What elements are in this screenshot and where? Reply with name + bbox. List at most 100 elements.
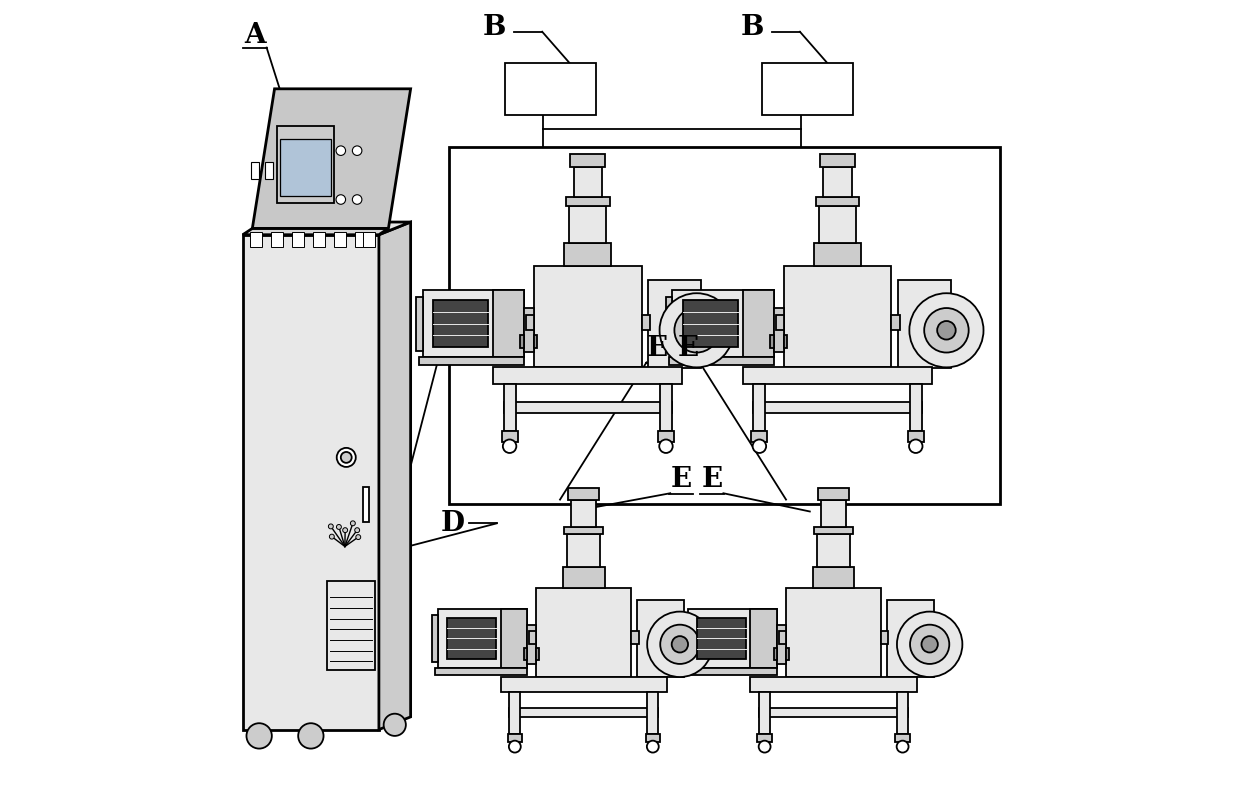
Bar: [932, 620, 939, 653]
Bar: [632, 631, 638, 644]
Bar: [520, 335, 524, 348]
Bar: [313, 232, 325, 247]
Bar: [932, 653, 939, 665]
Circle shape: [909, 293, 984, 367]
Bar: [887, 600, 933, 677]
Circle shape: [503, 439, 517, 453]
Bar: [783, 266, 892, 367]
Bar: [637, 600, 684, 677]
Bar: [685, 668, 777, 676]
Circle shape: [672, 636, 688, 653]
Bar: [958, 307, 974, 344]
Bar: [648, 691, 658, 734]
Bar: [502, 431, 518, 442]
Circle shape: [343, 527, 348, 533]
Bar: [439, 609, 528, 668]
Bar: [493, 290, 524, 357]
Bar: [280, 139, 331, 197]
Bar: [270, 232, 282, 247]
Bar: [688, 609, 777, 668]
Bar: [363, 487, 369, 522]
Bar: [813, 567, 855, 588]
Polygon shape: [243, 222, 410, 235]
Bar: [422, 290, 524, 357]
Bar: [773, 308, 783, 352]
Bar: [783, 335, 787, 348]
Bar: [571, 500, 596, 527]
Text: B: B: [741, 14, 764, 41]
Circle shape: [336, 195, 346, 205]
Bar: [565, 527, 603, 534]
Circle shape: [351, 521, 356, 526]
Bar: [707, 307, 725, 344]
Bar: [751, 677, 917, 691]
Text: D: D: [441, 510, 465, 537]
Bar: [757, 734, 772, 742]
Circle shape: [337, 524, 342, 530]
Bar: [669, 357, 773, 366]
Bar: [292, 232, 304, 247]
Text: A: A: [244, 22, 265, 49]
Bar: [818, 488, 849, 500]
Bar: [646, 734, 660, 742]
Bar: [447, 618, 496, 659]
Bar: [525, 316, 534, 331]
Circle shape: [937, 321, 955, 339]
Bar: [673, 290, 773, 357]
Polygon shape: [243, 228, 388, 235]
Bar: [432, 300, 488, 347]
Bar: [753, 385, 766, 431]
Bar: [528, 625, 536, 664]
Bar: [818, 534, 850, 567]
Bar: [819, 205, 856, 243]
Bar: [566, 197, 610, 205]
Bar: [824, 167, 851, 197]
Bar: [786, 588, 881, 677]
Bar: [563, 567, 605, 588]
Bar: [524, 648, 528, 660]
Bar: [881, 631, 888, 644]
Bar: [648, 280, 701, 368]
Bar: [751, 609, 777, 668]
Bar: [689, 623, 704, 657]
Bar: [949, 304, 958, 340]
Circle shape: [509, 741, 520, 753]
Bar: [335, 232, 346, 247]
Circle shape: [330, 534, 335, 539]
Circle shape: [688, 321, 706, 339]
Bar: [699, 340, 707, 354]
Bar: [509, 708, 658, 718]
Bar: [449, 147, 1000, 504]
Text: E: E: [701, 466, 722, 493]
Bar: [774, 648, 777, 660]
Bar: [569, 205, 606, 243]
Bar: [760, 691, 769, 734]
Bar: [524, 308, 534, 352]
Bar: [776, 316, 783, 331]
Bar: [897, 691, 908, 734]
Bar: [529, 631, 536, 644]
Bar: [696, 618, 746, 659]
Circle shape: [674, 308, 719, 353]
Circle shape: [328, 524, 333, 529]
Bar: [570, 154, 606, 167]
Bar: [753, 402, 922, 413]
Circle shape: [924, 308, 969, 353]
Bar: [432, 615, 439, 662]
Bar: [252, 162, 259, 178]
Bar: [503, 385, 515, 431]
Circle shape: [922, 636, 938, 653]
Text: E: E: [670, 466, 691, 493]
Bar: [642, 316, 649, 331]
Circle shape: [384, 714, 406, 736]
Bar: [683, 620, 689, 653]
Bar: [567, 534, 600, 567]
Circle shape: [341, 452, 352, 463]
Polygon shape: [253, 89, 410, 228]
Circle shape: [354, 527, 359, 533]
Circle shape: [897, 741, 908, 753]
Bar: [898, 280, 950, 368]
Circle shape: [909, 625, 949, 664]
Bar: [243, 235, 379, 730]
Bar: [501, 677, 667, 691]
